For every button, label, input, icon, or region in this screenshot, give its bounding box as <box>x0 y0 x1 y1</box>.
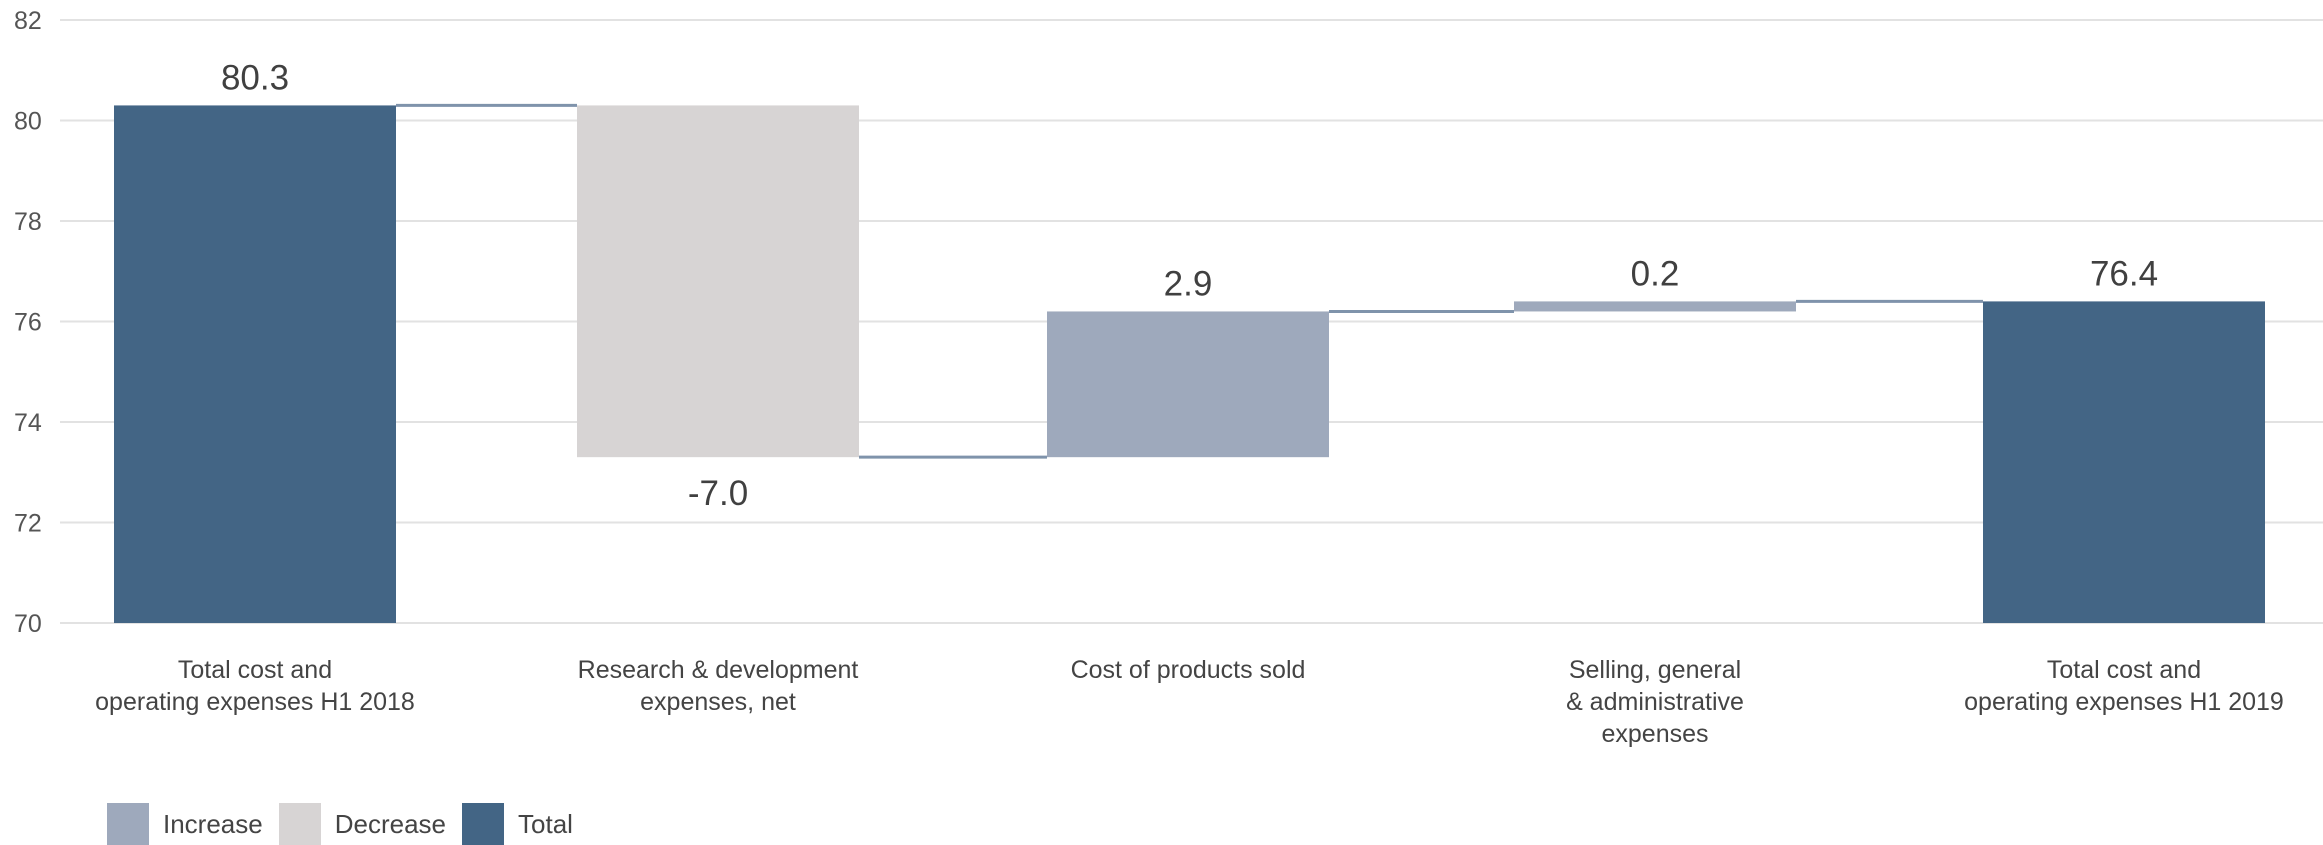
y-tick-label: 72 <box>14 510 42 538</box>
legend: Increase Decrease Total <box>107 803 589 845</box>
y-tick-label: 80 <box>14 108 42 136</box>
legend-label-increase: Increase <box>163 808 263 839</box>
bar-increase <box>1047 311 1329 458</box>
y-tick-label: 76 <box>14 309 42 337</box>
y-tick-label: 82 <box>14 7 42 35</box>
legend-item-total: Total <box>462 803 573 845</box>
x-category-label: & administrative <box>1566 688 1744 716</box>
y-tick-label: 70 <box>14 610 42 638</box>
x-category-label: operating expenses H1 2018 <box>95 688 415 716</box>
bar-total <box>114 105 396 624</box>
legend-swatch-total <box>462 803 505 845</box>
bar-total <box>1983 301 2265 623</box>
data-label: 2.9 <box>1164 264 1213 303</box>
legend-item-decrease: Decrease <box>278 803 447 845</box>
x-category-label: Research & development <box>578 656 859 684</box>
y-tick-label: 78 <box>14 208 42 236</box>
legend-label-total: Total <box>518 808 573 839</box>
data-label: -7.0 <box>688 474 748 513</box>
x-category-label: expenses, net <box>640 688 796 716</box>
legend-item-increase: Increase <box>107 803 263 845</box>
y-tick-label: 74 <box>14 409 42 437</box>
legend-label-decrease: Decrease <box>334 808 447 839</box>
x-category-label: Total cost and <box>2047 656 2201 684</box>
bar-decrease <box>577 105 859 458</box>
data-label: 80.3 <box>221 58 289 97</box>
x-category-label: operating expenses H1 2019 <box>1964 688 2284 716</box>
x-category-label: Cost of products sold <box>1071 656 1306 684</box>
legend-swatch-increase <box>107 803 149 845</box>
x-category-label: expenses <box>1601 720 1708 748</box>
data-label: 0.2 <box>1631 254 1680 293</box>
x-category-label: Total cost and <box>178 656 332 684</box>
bar-increase <box>1514 301 1796 312</box>
data-label: 76.4 <box>2090 254 2158 293</box>
x-category-label: Selling, general <box>1569 656 1741 684</box>
legend-swatch-decrease <box>278 803 321 845</box>
